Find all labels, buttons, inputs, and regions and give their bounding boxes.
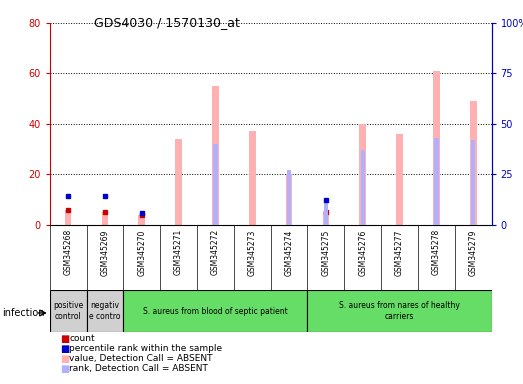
Bar — [287, 170, 291, 225]
Text: GSM345277: GSM345277 — [395, 229, 404, 276]
Bar — [324, 202, 328, 225]
Text: GSM345273: GSM345273 — [248, 229, 257, 276]
Bar — [359, 124, 366, 225]
Bar — [308, 290, 492, 332]
Bar — [175, 139, 182, 225]
Text: GSM345276: GSM345276 — [358, 229, 367, 276]
Bar — [86, 290, 123, 332]
Text: GSM345269: GSM345269 — [100, 229, 109, 276]
Bar — [101, 212, 108, 225]
Bar — [249, 131, 256, 225]
Text: GSM345270: GSM345270 — [137, 229, 146, 276]
Bar — [360, 150, 365, 225]
Bar — [471, 140, 475, 225]
Bar — [433, 71, 440, 225]
Text: GSM345268: GSM345268 — [64, 229, 73, 275]
Bar — [396, 134, 403, 225]
Text: infection: infection — [3, 308, 45, 318]
Text: ■: ■ — [60, 344, 70, 354]
Text: value, Detection Call = ABSENT: value, Detection Call = ABSENT — [69, 354, 212, 363]
Text: GSM345279: GSM345279 — [469, 229, 477, 276]
Text: percentile rank within the sample: percentile rank within the sample — [69, 344, 222, 353]
Bar — [470, 101, 476, 225]
Bar — [213, 144, 218, 225]
Bar — [50, 290, 86, 332]
Bar — [123, 290, 308, 332]
Text: GSM345274: GSM345274 — [285, 229, 293, 276]
Text: S. aureus from blood of septic patient: S. aureus from blood of septic patient — [143, 306, 288, 316]
Bar — [139, 215, 145, 225]
Text: ■: ■ — [60, 334, 70, 344]
Bar — [286, 174, 292, 225]
Text: positive
control: positive control — [53, 301, 83, 321]
Text: GSM345272: GSM345272 — [211, 229, 220, 275]
Text: negativ
e contro: negativ e contro — [89, 301, 121, 321]
Text: S. aureus from nares of healthy
carriers: S. aureus from nares of healthy carriers — [339, 301, 460, 321]
Text: GSM345278: GSM345278 — [432, 229, 441, 275]
Text: rank, Detection Call = ABSENT: rank, Detection Call = ABSENT — [69, 364, 208, 373]
Bar — [434, 138, 439, 225]
Text: count: count — [69, 334, 95, 343]
Text: GSM345271: GSM345271 — [174, 229, 183, 275]
Text: GDS4030 / 1570130_at: GDS4030 / 1570130_at — [94, 16, 240, 29]
Text: ■: ■ — [60, 364, 70, 374]
Text: ■: ■ — [60, 354, 70, 364]
Bar — [323, 212, 329, 225]
Bar — [65, 210, 72, 225]
Text: GSM345275: GSM345275 — [322, 229, 331, 276]
Bar — [212, 86, 219, 225]
